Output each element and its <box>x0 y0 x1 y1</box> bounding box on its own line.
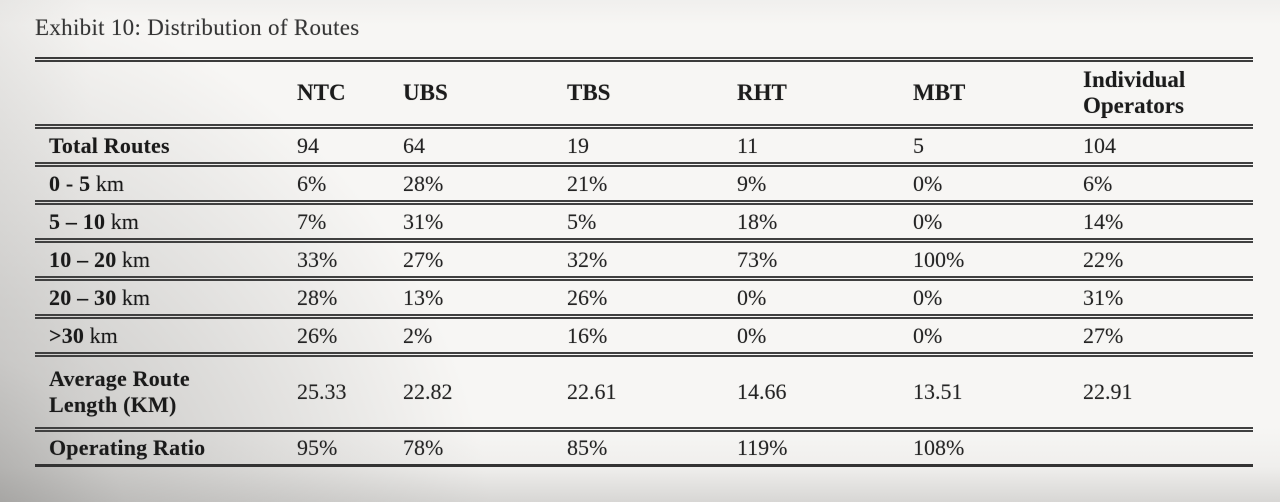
row-label-strong: Operating Ratio <box>49 435 206 460</box>
cell: 5 <box>913 132 924 158</box>
row-label: >30 km <box>35 317 295 355</box>
cell: 0% <box>913 208 943 234</box>
cell: 9% <box>737 170 767 196</box>
cell: 100% <box>913 246 965 272</box>
cell: 21% <box>567 170 608 196</box>
cell: 85% <box>567 435 608 460</box>
header-row: NTC UBS TBS RHT MBT Individual Operators <box>35 60 1253 127</box>
row-label-strong: Total Routes <box>49 132 170 158</box>
cell: 14% <box>1083 208 1124 234</box>
cell: 104 <box>1083 132 1116 158</box>
table-row-average-route-length: Average Route Length (KM) 25.33 22.82 22… <box>35 354 1253 430</box>
table-row-5-10-km: 5 – 10 km 7% 31% 5% 18% 0% 14% <box>35 202 1253 241</box>
column-header-rht: RHT <box>737 80 787 105</box>
cell: 94 <box>297 132 319 158</box>
cell: 19 <box>567 132 589 158</box>
cell: 0% <box>737 284 767 310</box>
row-label-strong: Average Route Length (KM) <box>49 366 190 417</box>
row-label-strong: 10 – 20 <box>49 246 117 272</box>
row-label: 0 - 5 km <box>35 165 295 203</box>
page-title: Exhibit 10: Distribution of Routes <box>35 15 360 40</box>
cell: 22.91 <box>1083 379 1133 404</box>
cell: 16% <box>567 322 608 348</box>
cell: 0% <box>737 322 767 348</box>
cell: 26% <box>297 322 338 348</box>
column-header-ntc: NTC <box>297 80 346 105</box>
table-row-0-5-km: 0 - 5 km 6% 28% 21% 9% 0% 6% <box>35 164 1253 203</box>
cell: 31% <box>403 208 444 234</box>
column-header-ubs: UBS <box>403 80 448 105</box>
cell: 73% <box>737 246 778 272</box>
cell: 27% <box>1083 322 1124 348</box>
table-row-over-30-km: >30 km 26% 2% 16% 0% 0% 27% <box>35 316 1253 355</box>
cell: 13% <box>403 284 444 310</box>
cell: 7% <box>297 208 327 234</box>
row-label-rest: km <box>116 284 151 310</box>
cell: 22.61 <box>567 379 617 404</box>
row-label-rest: km <box>84 322 118 348</box>
cell: 26% <box>567 284 608 310</box>
table-row-total-routes: Total Routes 94 64 19 11 5 104 <box>35 126 1253 165</box>
cell: 78% <box>403 435 444 460</box>
row-label-rest: km <box>105 208 139 234</box>
table-row-10-20-km: 10 – 20 km 33% 27% 32% 73% 100% 22% <box>35 240 1253 279</box>
cell: 119% <box>737 435 788 460</box>
cell: 95% <box>297 435 338 460</box>
column-header-tbs: TBS <box>567 80 611 105</box>
row-label: Operating Ratio <box>35 430 295 466</box>
cell: 108% <box>913 435 965 460</box>
cell: 6% <box>297 170 327 196</box>
table-row-operating-ratio: Operating Ratio 95% 78% 85% 119% 108% <box>35 429 1253 466</box>
cell: 28% <box>297 284 338 310</box>
cell: 0% <box>913 322 943 348</box>
cell: 31% <box>1083 284 1124 310</box>
cell <box>1081 430 1253 466</box>
row-label-strong: 5 – 10 <box>49 208 106 234</box>
row-label-rest: km <box>90 170 124 196</box>
cell: 32% <box>567 246 608 272</box>
column-header-individual-operators: Individual Operators <box>1083 67 1186 118</box>
cell: 28% <box>403 170 444 196</box>
cell: 25.33 <box>297 379 347 404</box>
cell: 13.51 <box>913 379 963 404</box>
cell: 5% <box>567 208 597 234</box>
row-label-strong: >30 <box>49 322 85 348</box>
cell: 6% <box>1083 170 1113 196</box>
cell: 18% <box>737 208 778 234</box>
row-label-rest: km <box>116 246 151 272</box>
row-label-strong: 0 - 5 <box>49 170 91 196</box>
cell: 33% <box>297 246 338 272</box>
row-label: Total Routes <box>35 127 295 165</box>
cell: 22.82 <box>403 379 453 404</box>
cell: 14.66 <box>737 379 787 404</box>
corner-header <box>35 60 295 127</box>
cell: 64 <box>403 132 425 158</box>
cell: 11 <box>737 132 759 158</box>
cell: 0% <box>913 170 943 196</box>
cell: 2% <box>403 322 433 348</box>
row-label: Average Route Length (KM) <box>35 355 295 430</box>
routes-distribution-table: NTC UBS TBS RHT MBT Individual Operators… <box>35 57 1253 467</box>
row-label: 5 – 10 km <box>35 203 295 241</box>
cell: 22% <box>1083 246 1124 272</box>
row-label: 20 – 30 km <box>35 279 295 317</box>
cell: 0% <box>913 284 943 310</box>
row-label-strong: 20 – 30 <box>49 284 117 310</box>
table-row-20-30-km: 20 – 30 km 28% 13% 26% 0% 0% 31% <box>35 278 1253 317</box>
row-label: 10 – 20 km <box>35 241 295 279</box>
column-header-mbt: MBT <box>913 80 966 105</box>
cell: 27% <box>403 246 444 272</box>
